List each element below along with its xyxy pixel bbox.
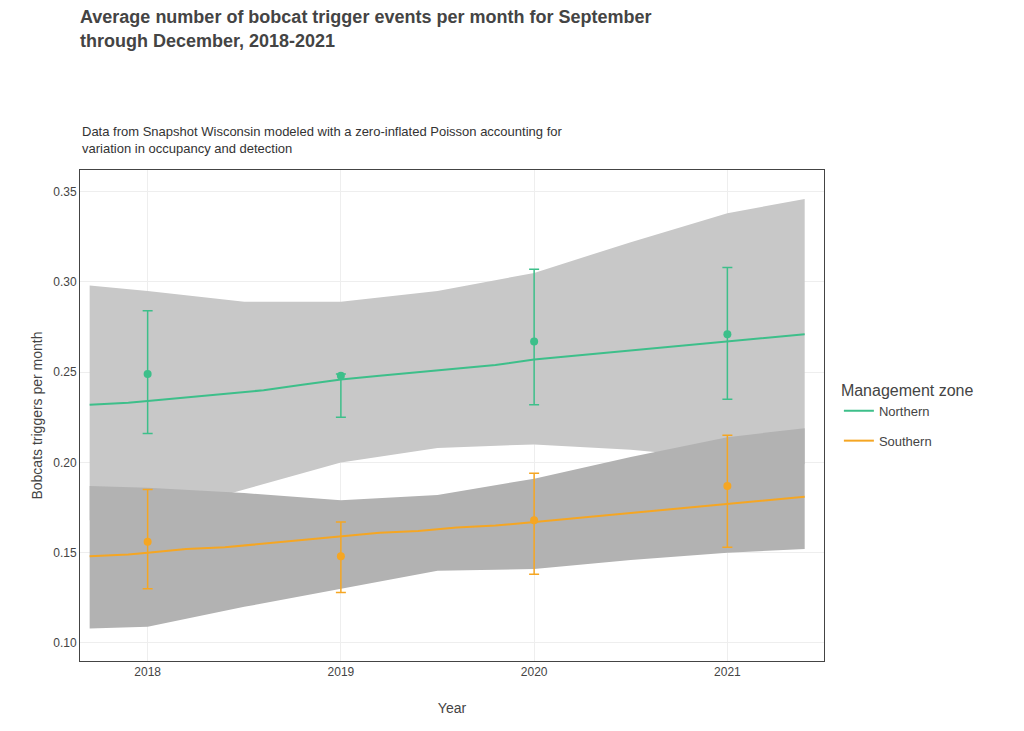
svg-text:2021: 2021 (714, 665, 741, 679)
svg-text:2018: 2018 (134, 665, 161, 679)
svg-text:0.15: 0.15 (53, 546, 77, 560)
svg-text:0.35: 0.35 (53, 185, 77, 199)
svg-text:0.10: 0.10 (53, 636, 77, 650)
svg-text:Average number of bobcat trigg: Average number of bobcat trigger events … (80, 7, 651, 50)
svg-text:Bobcats triggers per month: Bobcats triggers per month (29, 331, 45, 499)
svg-text:0.25: 0.25 (53, 365, 77, 379)
svg-text:Northern: Northern (879, 404, 930, 419)
svg-text:0.30: 0.30 (53, 275, 77, 289)
svg-text:Southern: Southern (879, 434, 932, 449)
svg-text:Data from Snapshot Wisconsin m: Data from Snapshot Wisconsin modeled wit… (82, 124, 562, 156)
svg-text:2019: 2019 (328, 665, 355, 679)
svg-text:2020: 2020 (521, 665, 548, 679)
svg-text:Management zone: Management zone (841, 382, 974, 399)
svg-text:0.20: 0.20 (53, 456, 77, 470)
svg-text:Year: Year (438, 700, 467, 716)
